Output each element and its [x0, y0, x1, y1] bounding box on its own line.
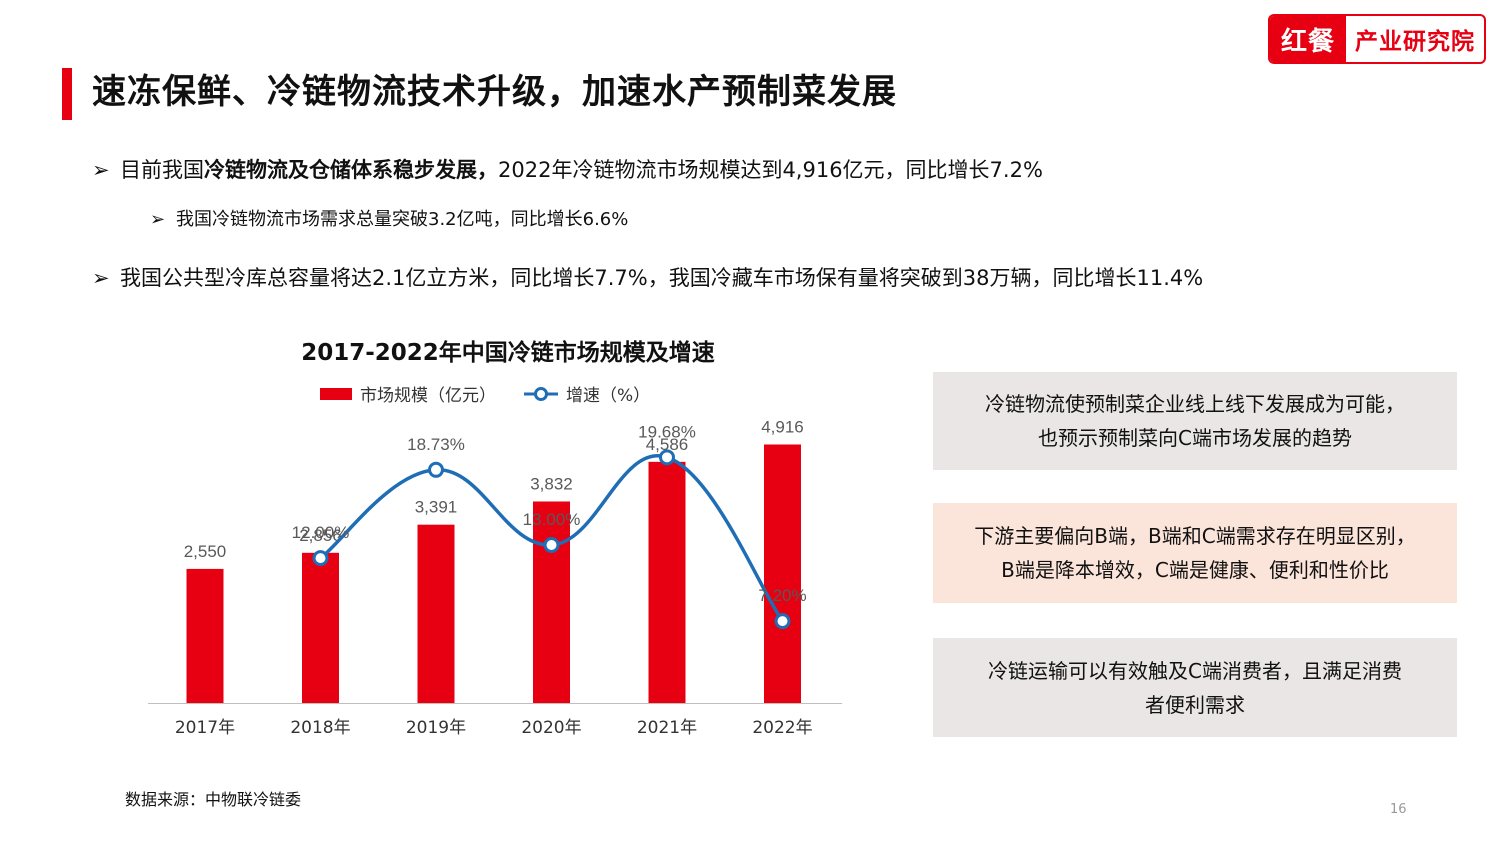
- growth-point-2021年: [659, 449, 675, 466]
- note-box-c-end: 冷链运输可以有效触及C端消费者，且满足消费 者便利需求: [933, 638, 1457, 737]
- bullet-cold-storage: ➢ 我国公共型冷库总容量将达2.1亿立方米，同比增长7.7%，我国冷藏车市场保有量…: [92, 262, 1203, 292]
- note-box2-line1: 下游主要偏向B端，B端和C端需求存在明显区别，: [974, 524, 1416, 548]
- growth-value-label: 19.68%: [638, 422, 696, 441]
- bar-value-label: 2,856: [299, 526, 342, 545]
- bar-2019年: [417, 524, 455, 703]
- bullet-arrow-icon: ➢: [150, 209, 166, 230]
- logo-brand-mark: 红餐: [1270, 16, 1346, 62]
- legend-label-growth: 增速（%）: [566, 386, 651, 406]
- bar-2018年: [302, 552, 339, 703]
- bullet-text-bold: 冷链物流及仓储体系稳步发展，: [204, 158, 498, 182]
- bar-2022年: [764, 444, 801, 703]
- note-box1-line1: 冷链物流使预制菜企业线上线下发展成为可能，: [985, 392, 1405, 416]
- bullet-arrow-icon: ➢: [92, 266, 110, 290]
- bar-2017年: [186, 568, 224, 703]
- sub-bullet-text: 我国冷链物流市场需求总量突破3.2亿吨，同比增长6.6%: [176, 209, 629, 230]
- note-box3-line1: 冷链运输可以有效触及C端消费者，且满足消费: [988, 658, 1402, 683]
- bar-2020年: [533, 501, 570, 703]
- note-box-b-vs-c: 下游主要偏向B端，B端和C端需求存在明显区别， B端是降本增效，C端是健康、便利…: [933, 503, 1457, 603]
- legend-item-market-size: 市场规模（亿元）: [320, 381, 496, 406]
- x-tick-label: 2019年: [406, 718, 466, 738]
- legend-bar-swatch: [320, 387, 352, 400]
- bullet-arrow-icon: ➢: [92, 158, 110, 182]
- bar-value-label: 3,391: [415, 498, 458, 517]
- bar-value-label: 4,916: [761, 417, 804, 436]
- page-title: 速冻保鲜、冷链物流技术升级，加速水产预制菜发展: [92, 72, 897, 112]
- title-accent-bar: [62, 68, 72, 120]
- bullet-text-part2: 2022年冷链物流市场规模达到4,916亿元，同比增长7.2%: [498, 158, 1043, 182]
- growth-value-label: 13.00%: [523, 510, 581, 529]
- x-tick-label: 2022年: [752, 718, 812, 738]
- page-number: 16: [1390, 802, 1407, 817]
- legend-label-market-size: 市场规模（亿元）: [360, 386, 496, 406]
- bar-value-label: 4,586: [646, 435, 689, 454]
- growth-point-2018年: [312, 550, 329, 567]
- chart-title: 2017-2022年中国冷链市场规模及增速: [301, 340, 715, 366]
- legend-line-swatch: [524, 386, 558, 401]
- brand-logo: 红餐 产业研究院: [1268, 14, 1486, 64]
- note-box-online-offline: 冷链物流使预制菜企业线上线下发展成为可能， 也预示预制菜向C端市场发展的趋势: [933, 372, 1457, 470]
- bullet-text-part1: 目前我国: [120, 158, 204, 182]
- legend-item-growth: 增速（%）: [524, 381, 650, 406]
- growth-point-2022年: [774, 613, 791, 630]
- x-tick-label: 2020年: [521, 718, 581, 738]
- bullet-cold-chain-market: ➢ 目前我国冷链物流及仓储体系稳步发展，2022年冷链物流市场规模达到4,916亿…: [92, 154, 1043, 184]
- growth-point-2019年: [428, 461, 444, 478]
- x-tick-label: 2017年: [175, 718, 235, 738]
- note-box2-line2: B端是降本增效，C端是健康、便利和性价比: [1001, 558, 1389, 582]
- x-tick-label: 2018年: [290, 718, 350, 738]
- growth-point-2020年: [543, 537, 560, 553]
- chart-legend: 市场规模（亿元） 增速（%）: [320, 381, 650, 406]
- note-box3-line2: 者便利需求: [1145, 692, 1245, 717]
- bar-value-label: 2,550: [184, 542, 227, 561]
- data-source: 数据来源：中物联冷链委: [125, 790, 302, 809]
- growth-value-label: 7.20%: [758, 586, 806, 605]
- bullet-text: 我国公共型冷库总容量将达2.1亿立方米，同比增长7.7%，我国冷藏车市场保有量将…: [120, 266, 1204, 290]
- logo-subtitle: 产业研究院: [1355, 29, 1475, 55]
- note-box1-line2: 也预示预制菜向C端市场发展的趋势: [1038, 426, 1352, 450]
- growth-value-label: 18.73%: [407, 435, 465, 454]
- sub-bullet-demand: ➢ 我国冷链物流市场需求总量突破3.2亿吨，同比增长6.6%: [150, 205, 628, 231]
- growth-value-label: 12.00%: [292, 523, 350, 542]
- bar-2021年: [648, 461, 686, 703]
- x-tick-label: 2021年: [637, 718, 697, 738]
- bar-value-label: 3,832: [530, 474, 573, 493]
